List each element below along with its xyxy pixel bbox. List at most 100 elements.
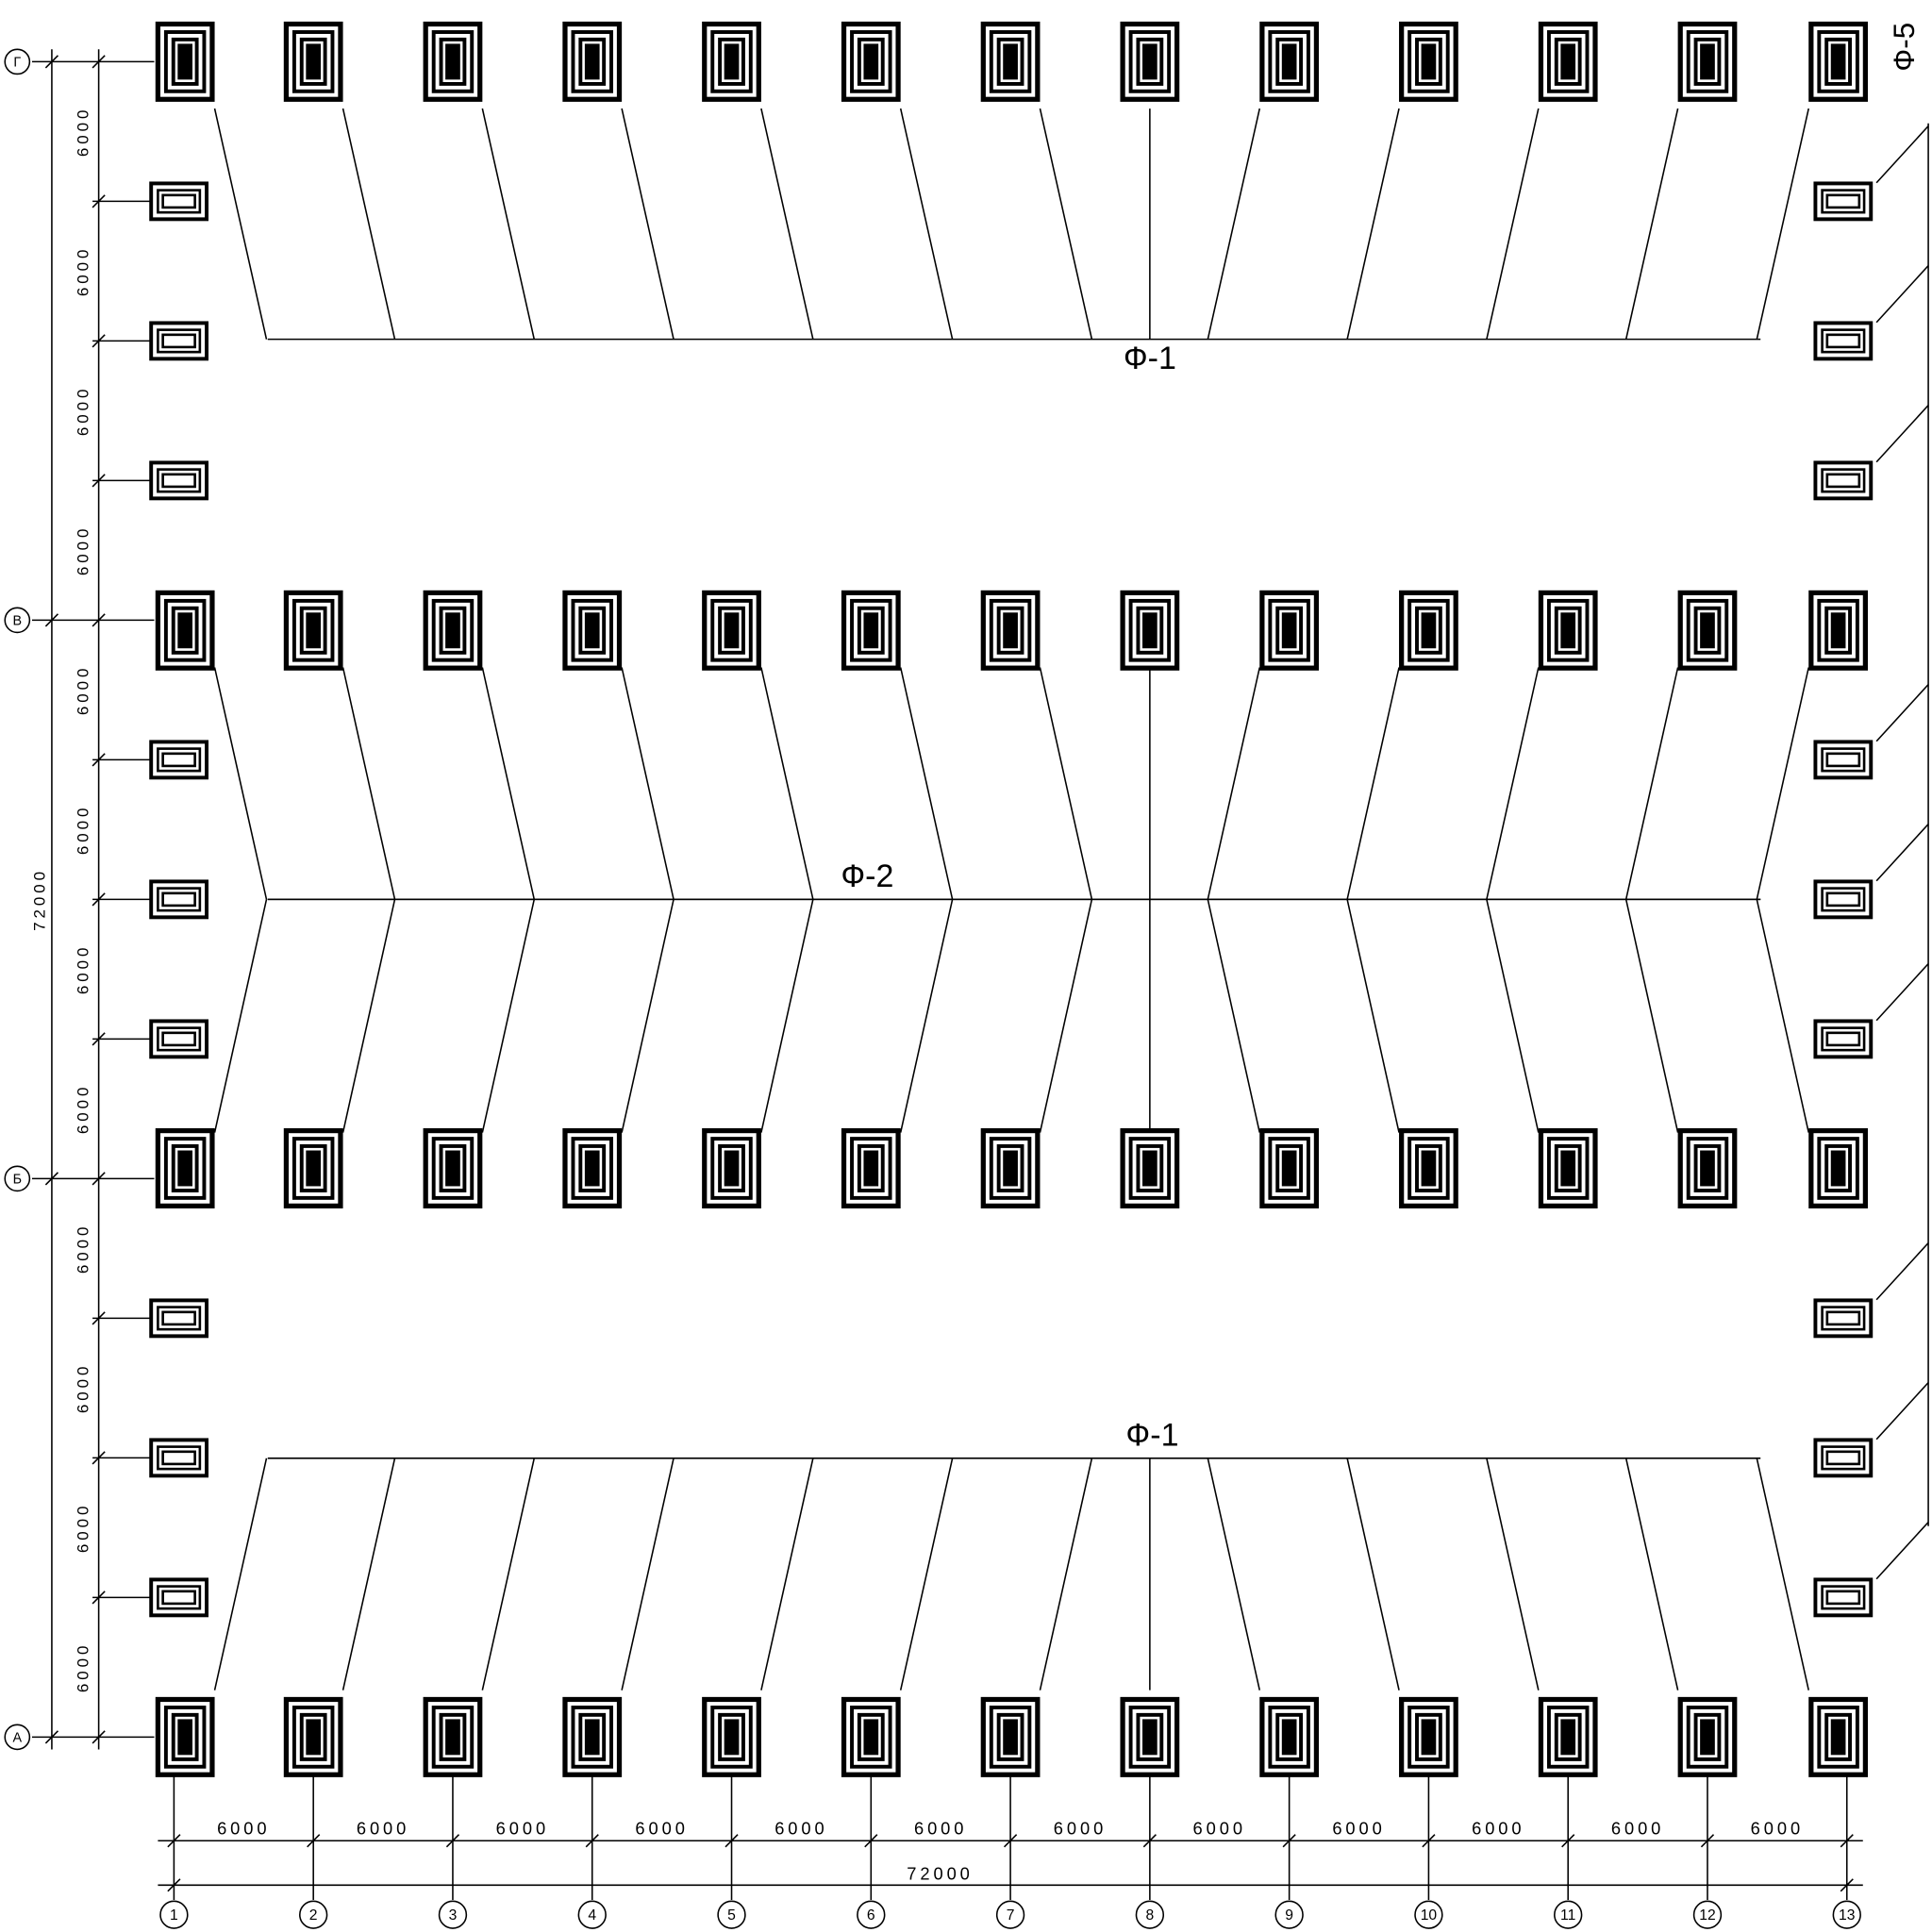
dimension-label: 6000 (774, 1818, 827, 1838)
axis-label: 10 (1421, 1907, 1438, 1924)
foundation-layer (863, 612, 879, 649)
tie-line (1624, 108, 1679, 340)
foundation-layer (1700, 1150, 1715, 1187)
foundation-layer (1828, 475, 1858, 486)
tie-line (481, 1457, 536, 1690)
axis-bubble (1832, 1900, 1861, 1929)
tie-line (1756, 667, 1809, 900)
axis-bubble (159, 1900, 189, 1929)
foundation-layer (1003, 1719, 1018, 1756)
foundation-large (980, 1696, 1041, 1777)
dimension-tick (724, 1834, 739, 1848)
foundation-layer (1828, 894, 1858, 905)
dimension-label: 6000 (74, 665, 92, 716)
tie-line (1875, 265, 1929, 324)
foundation-large (1259, 1127, 1320, 1208)
axis-label: 11 (1560, 1907, 1575, 1924)
tie-line (760, 899, 814, 1133)
foundation-large (841, 21, 901, 102)
foundation-large (155, 21, 215, 102)
foundation-layer (724, 612, 740, 649)
foundation-large (283, 590, 343, 671)
tie-line (1346, 108, 1400, 340)
axis-bubble (1274, 1900, 1304, 1929)
foundation-layer (1830, 1719, 1846, 1756)
tie-line (213, 899, 268, 1133)
foundation-large (980, 21, 1041, 102)
foundation-layer (1142, 1150, 1158, 1187)
foundation-large (1259, 1696, 1320, 1777)
foundation-layer (445, 1150, 460, 1187)
dimension-tick (1422, 1834, 1436, 1848)
dimension-tick (1561, 1834, 1575, 1848)
tie-line (341, 899, 396, 1133)
axis-label: А (13, 1730, 23, 1745)
foundation-layer (445, 1719, 460, 1756)
axis-bubble (4, 1724, 31, 1751)
foundation-layer (1700, 1719, 1715, 1756)
tie-line (1875, 1242, 1929, 1301)
axis-bubble (438, 1900, 468, 1929)
tie-line (1346, 899, 1400, 1133)
tie-line (1207, 899, 1261, 1133)
tie-line (481, 667, 536, 900)
foundation-large (1808, 1696, 1868, 1777)
tie-line (1624, 899, 1679, 1133)
foundation-large (1808, 590, 1868, 671)
foundation-large (423, 1127, 483, 1208)
foundation-layer (863, 43, 879, 80)
axis-label: 3 (449, 1907, 458, 1924)
foundation-layer (1560, 1150, 1576, 1187)
dimension-tick (307, 1834, 321, 1848)
axis-label: 13 (1839, 1907, 1856, 1924)
tie-line (621, 667, 675, 900)
tie-line (899, 1457, 954, 1690)
foundation-layer (1830, 612, 1846, 649)
tie-line (1346, 667, 1400, 900)
foundation-layer (1003, 1150, 1018, 1187)
tie-line (760, 108, 814, 340)
foundation-layer (306, 612, 322, 649)
foundation-layer (306, 1719, 322, 1756)
tie-line (1207, 1457, 1261, 1690)
tie-line (1875, 1522, 1929, 1580)
foundation-layer (306, 43, 322, 80)
foundation-large (980, 590, 1041, 671)
dimension-tick (1700, 1834, 1715, 1848)
foundation-large (1538, 1696, 1598, 1777)
dimension-label: 6000 (74, 107, 92, 158)
foundation-layer (1828, 1453, 1858, 1463)
axis-label: 6 (867, 1907, 875, 1924)
foundation-small (149, 321, 209, 361)
dimension-label: 72000 (907, 1864, 974, 1884)
foundation-layer (584, 43, 600, 80)
foundation-large (1399, 21, 1458, 102)
foundation-layer (1560, 1719, 1576, 1756)
foundation-large (702, 21, 761, 102)
axis-label: 1 (170, 1907, 178, 1924)
tie-line (1207, 108, 1261, 340)
foundation-small (149, 879, 209, 920)
tie-line (760, 1457, 814, 1690)
dimension-label: 6000 (1193, 1818, 1246, 1838)
foundation-label: Ф-1 (1124, 341, 1176, 376)
tie-line (1207, 667, 1261, 900)
axis-label: 8 (1145, 1907, 1154, 1924)
foundation-small (1813, 879, 1874, 920)
foundation-layer (1281, 612, 1297, 649)
tie-line (1486, 108, 1540, 340)
foundation-layer (306, 1150, 322, 1187)
dimension-label: 6000 (74, 1224, 92, 1274)
axis-label: Б (13, 1172, 22, 1187)
foundation-layer (1142, 1719, 1158, 1756)
tie-line (341, 108, 396, 340)
dimension-label: 6000 (74, 1084, 92, 1135)
tie-line (213, 667, 268, 900)
foundation-layer (584, 1719, 600, 1756)
tie-line (1486, 899, 1540, 1133)
tie-line (899, 108, 954, 340)
foundation-layer (177, 1150, 193, 1187)
foundation-large (1259, 21, 1320, 102)
foundation-large (841, 1127, 901, 1208)
tie-line (1875, 405, 1929, 463)
